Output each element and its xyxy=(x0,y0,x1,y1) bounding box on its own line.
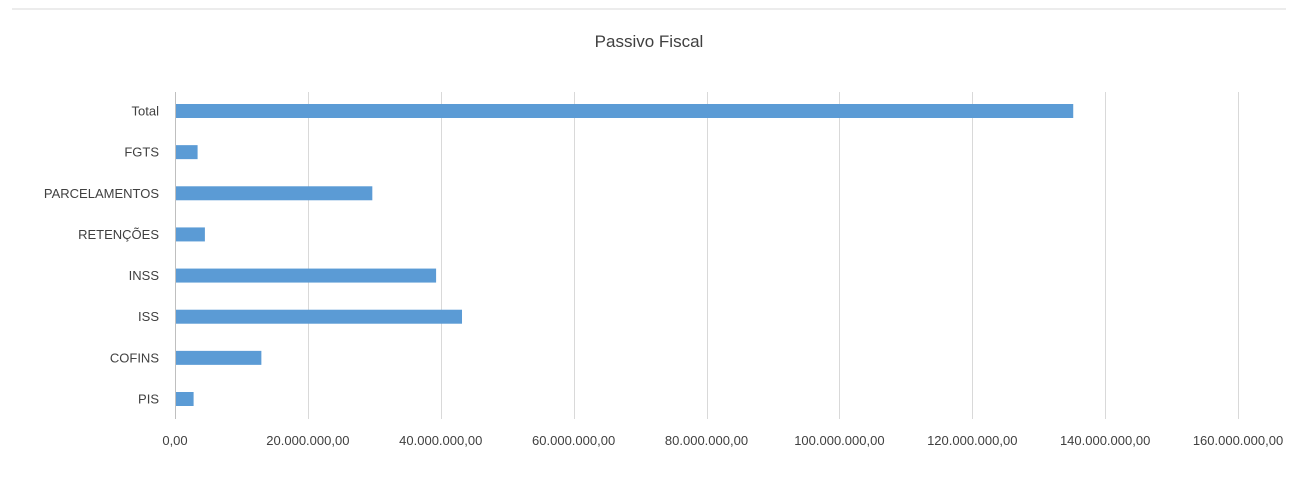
category-label: FGTS xyxy=(124,145,159,160)
bar xyxy=(176,268,437,283)
category-labels: PIS COFINS ISS INSS RETENÇÕES PARCELAMENTOS FG… xyxy=(44,104,159,407)
x-tick-label: 40.000.000,00 xyxy=(399,433,482,448)
x-tick-label: 60.000.000,00 xyxy=(532,433,615,448)
x-tick-label: 140.000.000,00 xyxy=(1060,433,1150,448)
x-tick-label: 120.000.000,00 xyxy=(927,433,1017,448)
bar xyxy=(176,309,463,324)
category-label: COFINS xyxy=(110,350,159,365)
category-label: INSS xyxy=(129,268,160,283)
category-label: PARCELAMENTOS xyxy=(44,186,159,201)
bars xyxy=(176,104,1074,406)
bar xyxy=(176,104,1074,118)
gridlines xyxy=(175,92,1239,419)
bar xyxy=(176,145,198,160)
chart-title: Passivo Fiscal xyxy=(595,32,704,51)
x-tick-label: 20.000.000,00 xyxy=(266,433,349,448)
bar xyxy=(176,392,194,406)
x-tick-label: 80.000.000,00 xyxy=(665,433,748,448)
bar xyxy=(176,186,373,201)
bar xyxy=(176,227,205,242)
category-label: PIS xyxy=(138,392,159,407)
x-tick-label: 0,00 xyxy=(162,433,187,448)
x-tick-labels: 0,00 20.000.000,00 40.000.000,00 60.000.000… xyxy=(162,433,1283,448)
bar xyxy=(176,350,262,365)
category-label: Total xyxy=(132,104,160,119)
category-label: RETENÇÕES xyxy=(78,227,159,242)
category-label: ISS xyxy=(138,309,159,324)
x-tick-label: 100.000.000,00 xyxy=(794,433,884,448)
x-tick-label: 160.000.000,00 xyxy=(1193,433,1283,448)
